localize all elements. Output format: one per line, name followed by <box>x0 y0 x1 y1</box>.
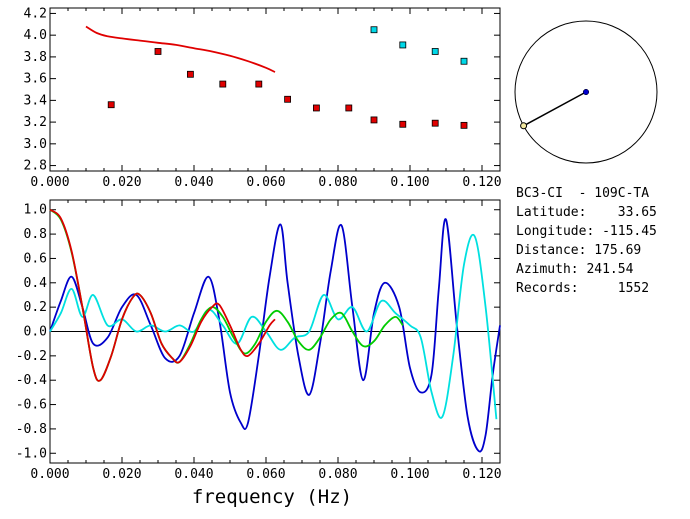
top-series-layer <box>85 25 468 129</box>
bottom-y-tick-label: -1.0 <box>16 446 47 461</box>
bottom-y-tick-label: 0.8 <box>24 227 47 242</box>
bottom-series-1-line <box>49 233 498 420</box>
top-series-1-point <box>107 101 115 109</box>
bottom-series-0-line <box>49 218 501 453</box>
azimuth-line <box>523 91 587 127</box>
bottom-axes: 0.000 0.020 0.040 0.060 0.080 0.100 0.120 1.0 0.… <box>16 200 502 482</box>
top-y-tick-label: 3.4 <box>24 93 48 108</box>
distance-label: Distance: 175.69 <box>516 243 642 258</box>
bottom-series-3-line <box>49 208 276 382</box>
bottom-series-layer <box>49 208 501 453</box>
top-y-tick-label: 2.8 <box>24 159 47 174</box>
azimuth-diagram <box>514 20 658 164</box>
top-x-tick-label: 0.040 <box>174 175 213 190</box>
top-y-tick-label: 3.8 <box>24 50 47 65</box>
top-x-tick-label: 0.000 <box>30 175 69 190</box>
bottom-x-tick-label: 0.040 <box>174 467 213 482</box>
bottom-y-tick-label: 0.4 <box>24 276 48 291</box>
bottom-y-tick-label: -0.8 <box>16 422 47 437</box>
top-series-1-point <box>186 70 194 78</box>
top-y-tick-label: 3.2 <box>24 115 47 130</box>
bottom-x-tick-label: 0.080 <box>318 467 357 482</box>
bottom-y-tick-label: -0.4 <box>16 373 47 388</box>
bottom-y-tick-label: 1.0 <box>24 203 47 218</box>
top-series-1-point <box>431 119 439 127</box>
bottom-y-tick-label: 0.0 <box>24 325 47 340</box>
top-series-1-point <box>460 121 468 129</box>
top-series-1-point <box>219 80 227 88</box>
bottom-x-tick-label: 0.120 <box>462 467 501 482</box>
station-center-dot <box>582 88 590 96</box>
bottom-x-tick-label: 0.060 <box>246 467 285 482</box>
bottom-x-tick-label: 0.020 <box>102 467 141 482</box>
top-series-2-point <box>370 26 378 34</box>
top-series-2-point <box>431 48 439 55</box>
top-series-0-line <box>85 25 276 73</box>
azimuth-circle <box>514 20 658 164</box>
top-y-tick-label: 3.0 <box>24 137 47 152</box>
top-series-1-point <box>370 116 378 124</box>
latitude-label: Latitude: 33.65 <box>516 205 657 220</box>
top-series-2-point <box>399 41 407 49</box>
azimuth-label: Azimuth: 241.54 <box>516 262 634 277</box>
top-series-1-point <box>345 104 353 112</box>
top-series-1-point <box>399 120 407 128</box>
top-series-1-point <box>284 95 292 103</box>
bottom-x-tick-label: 0.100 <box>390 467 429 482</box>
bottom-y-tick-label: -0.2 <box>16 349 47 364</box>
bottom-x-tick-label: 0.000 <box>30 467 69 482</box>
source-dot <box>520 122 528 130</box>
longitude-label: Longitude: -115.45 <box>516 224 657 239</box>
bottom-y-tick-label: 0.2 <box>24 300 47 315</box>
station-pair-label: BC3-CI - 109C-TA <box>516 186 650 201</box>
top-x-tick-label: 0.060 <box>246 175 285 190</box>
x-axis-title: frequency (Hz) <box>192 486 352 508</box>
top-x-tick-label: 0.100 <box>390 175 429 190</box>
top-series-1-point <box>255 80 263 88</box>
top-x-tick-label: 0.020 <box>102 175 141 190</box>
bottom-y-tick-label: 0.6 <box>24 251 47 266</box>
top-x-tick-label: 0.120 <box>462 175 501 190</box>
bottom-series-2-line <box>49 208 404 382</box>
top-y-tick-label: 3.6 <box>24 72 47 87</box>
top-series-2-point <box>460 57 468 65</box>
top-series-1-point <box>154 48 162 55</box>
top-series-1-point <box>312 104 320 112</box>
top-plot-frame <box>49 7 501 172</box>
top-y-tick-label: 4.2 <box>24 6 47 21</box>
bottom-y-tick-label: -0.6 <box>16 398 47 413</box>
top-y-tick-label: 4.0 <box>24 28 47 43</box>
top-axes: 0.000 0.020 0.040 0.060 0.080 0.100 0.120 2.8 3.… <box>24 6 502 190</box>
top-x-tick-label: 0.080 <box>318 175 357 190</box>
records-label: Records: 1552 <box>516 281 650 296</box>
